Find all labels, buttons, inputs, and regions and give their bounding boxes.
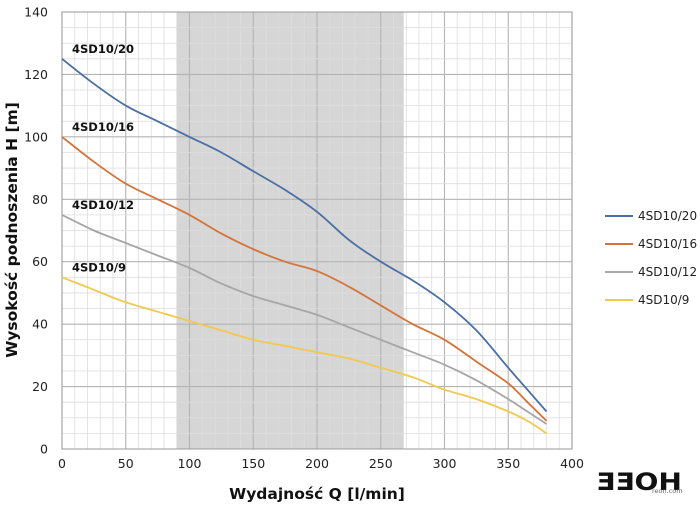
y-tick-label: 120 (24, 67, 48, 82)
logo-text: ƎƎOH (596, 468, 682, 496)
series-line (61, 214, 547, 425)
series-inline-label: 4SD10/20 (72, 42, 134, 56)
x-tick-label: 100 (178, 456, 202, 471)
series-line (61, 276, 547, 435)
plot-border (61, 11, 573, 450)
series-line (61, 58, 548, 413)
series-inline-label: 4SD10/12 (72, 198, 134, 212)
series-inline-label: 4SD10/9 (72, 260, 126, 274)
legend-label: 4SD10/20 (638, 209, 697, 223)
y-tick-label: 0 (40, 442, 48, 457)
x-tick-label: 400 (560, 456, 584, 471)
legend-label: 4SD10/16 (638, 237, 697, 251)
y-tick-label: 20 (32, 379, 48, 394)
x-tick-label: 350 (496, 456, 520, 471)
x-tick-label: 300 (433, 456, 457, 471)
x-tick-label: 250 (369, 456, 393, 471)
grid (61, 11, 573, 450)
series-inline-label: 4SD10/16 (72, 120, 134, 134)
y-axis-ticks: 0 20 40 60 80 100 120 140 (24, 5, 48, 457)
series-line (61, 136, 548, 422)
x-tick-label: 200 (305, 456, 329, 471)
y-tick-label: 40 (32, 317, 48, 332)
y-tick-label: 60 (32, 254, 48, 269)
series-labels: 4SD10/20 4SD10/16 4SD10/12 4SD10/9 (72, 42, 134, 275)
y-axis-title: Wysokość podnoszenia H [m] (3, 102, 21, 358)
x-tick-label: 50 (118, 456, 134, 471)
x-tick-label: 0 (58, 456, 66, 471)
legend: 4SD10/20 4SD10/16 4SD10/12 4SD10/9 (605, 209, 697, 307)
series-lines (61, 58, 548, 435)
logo-subtext: reon.com (652, 487, 683, 495)
y-tick-label: 100 (24, 129, 48, 144)
y-tick-label: 140 (24, 5, 48, 20)
legend-label: 4SD10/9 (638, 293, 689, 307)
x-axis-ticks: 0 50 100 150 200 250 300 350 400 (58, 456, 584, 471)
y-tick-label: 80 (32, 192, 48, 207)
legend-label: 4SD10/12 (638, 265, 697, 279)
x-tick-label: 150 (241, 456, 265, 471)
x-axis-title: Wydajność Q [l/min] (229, 485, 405, 503)
brand-logo: ƎƎOH reon.com (596, 468, 683, 496)
